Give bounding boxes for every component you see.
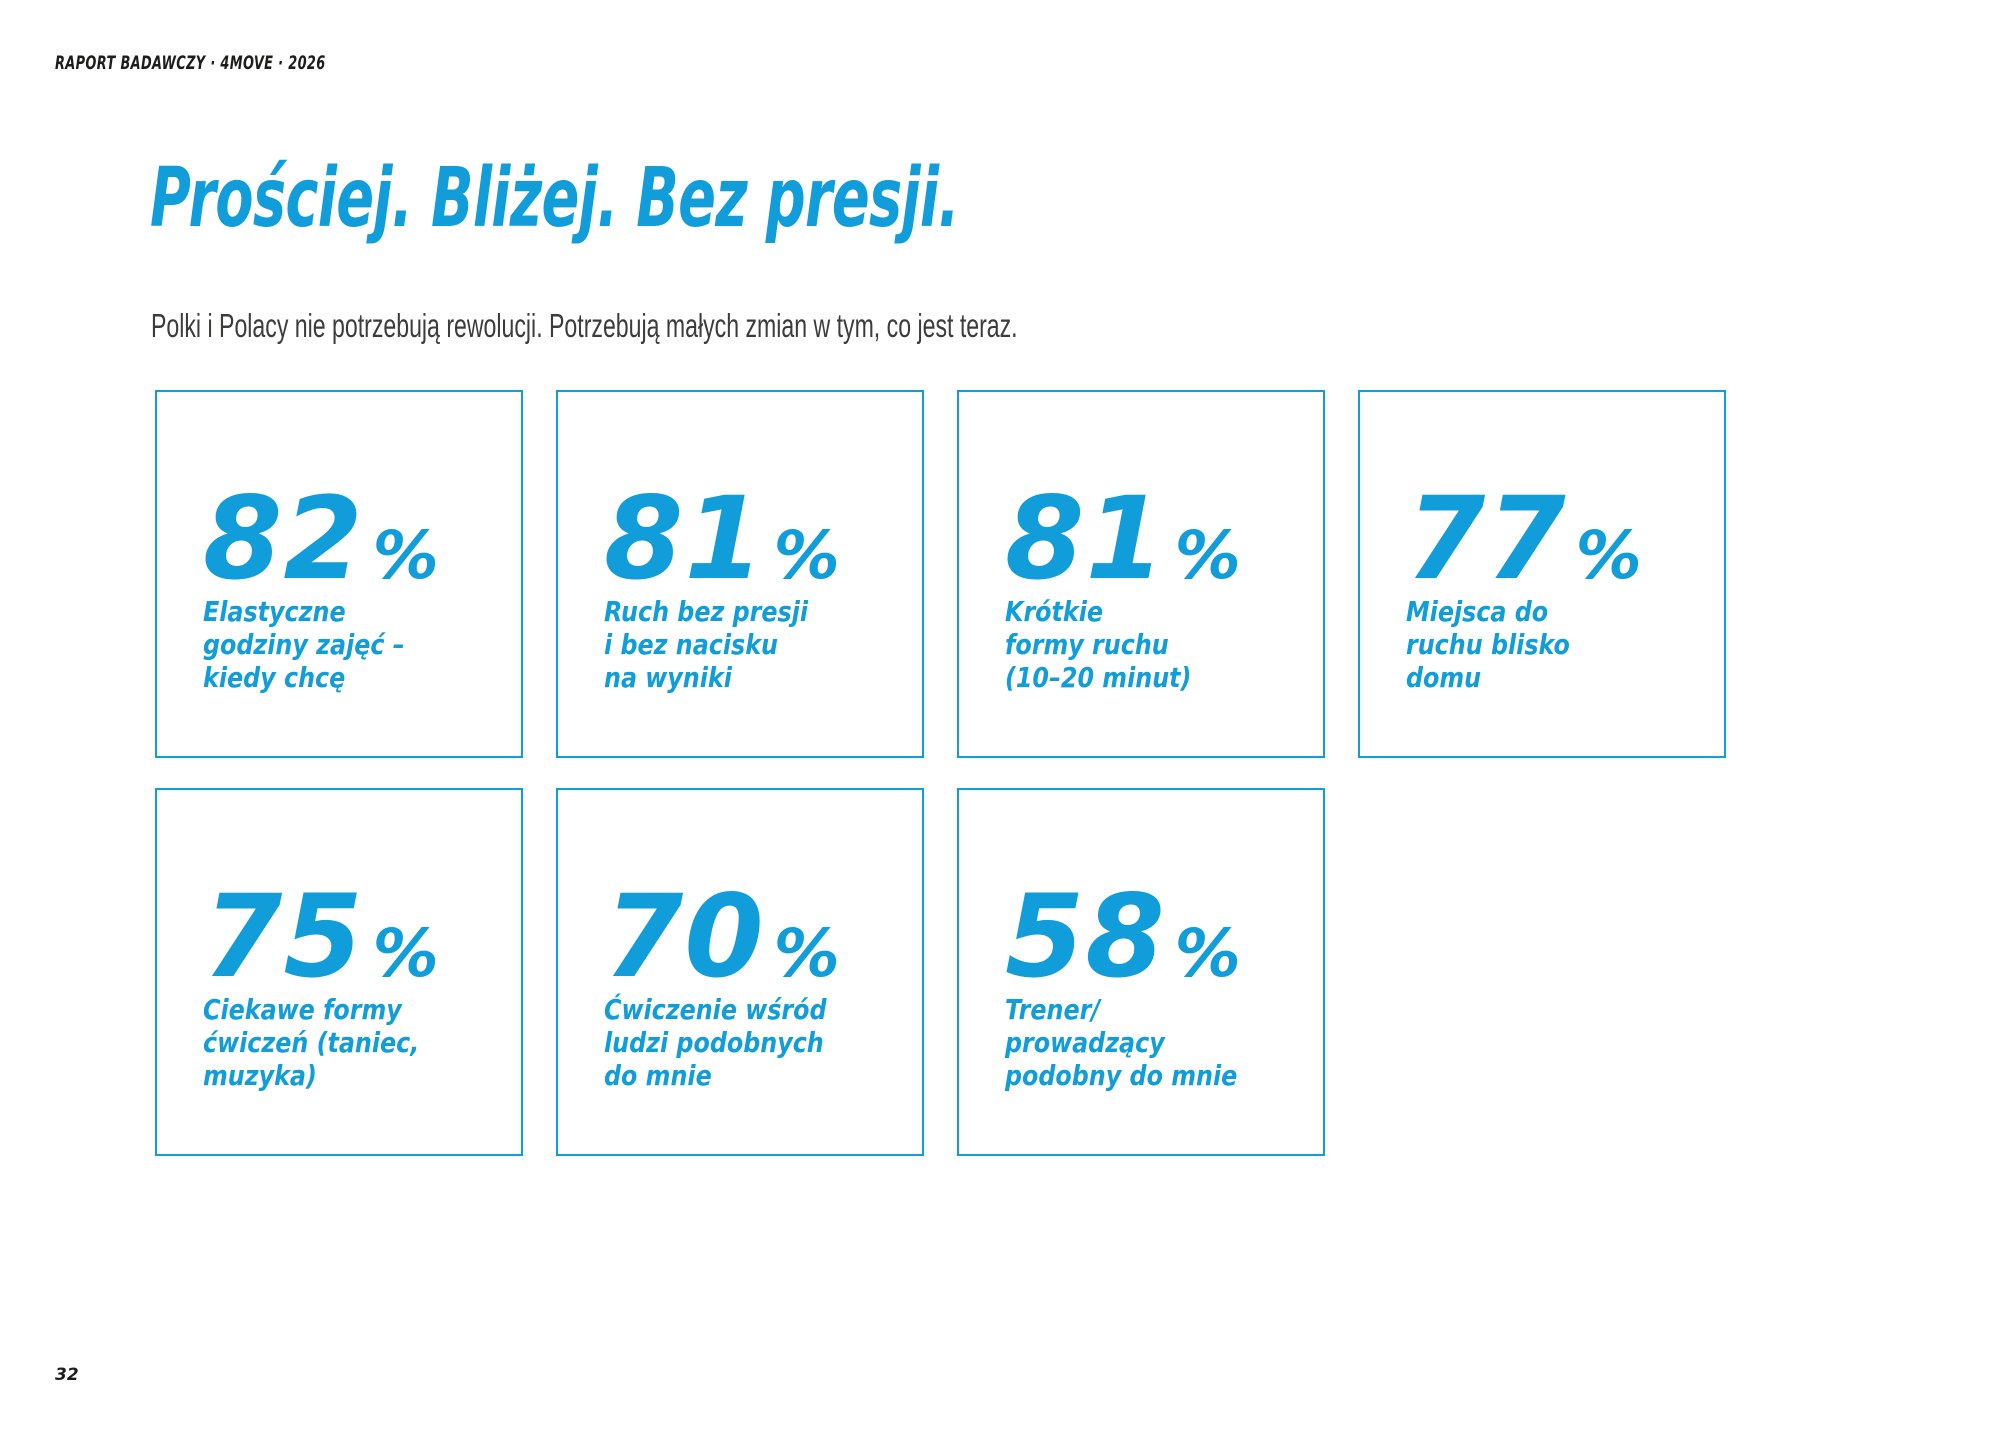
stat-unit: % [1174,517,1241,594]
stat-value: 82 [203,472,364,605]
stat-value-row: 81 % [1005,482,1241,596]
stat-value-row: 81 % [604,482,840,596]
stat-value: 77 [1406,472,1567,605]
stat-label: Krótkie formy ruchu (10–20 minut) [1005,595,1192,695]
stat-card: 70 % Ćwiczenie wśród ludzi podobnych do … [556,788,924,1156]
stat-card: 81 % Krótkie formy ruchu (10–20 minut) [957,390,1325,758]
stat-card: 75 % Ciekawe formy ćwiczeń (taniec, muzy… [155,788,523,1156]
stat-unit: % [773,517,840,594]
page-subtitle: Polki i Polacy nie potrzebują rewolucji.… [151,307,1018,344]
stat-value-row: 77 % [1406,482,1642,596]
stat-value: 81 [604,472,765,605]
stat-value: 58 [1005,870,1166,1003]
stat-value: 70 [604,870,765,1003]
stat-unit: % [773,915,840,992]
stat-unit: % [1575,517,1642,594]
stat-label: Ciekawe formy ćwiczeń (taniec, muzyka) [203,993,420,1093]
stat-unit: % [372,915,439,992]
page-number: 32 [55,1365,79,1385]
stat-label: Ruch bez presji i bez nacisku na wyniki [604,595,809,695]
stat-value-row: 75 % [203,880,439,994]
stat-label: Miejsca do ruchu blisko domu [1406,595,1570,695]
report-kicker: RAPORT BADAWCZY · 4MOVE · 2026 [55,52,326,74]
stat-value-row: 82 % [203,482,439,596]
stat-unit: % [1174,915,1241,992]
stat-unit: % [372,517,439,594]
stat-value-row: 58 % [1005,880,1241,994]
stat-label: Trener/ prowadzący podobny do mnie [1005,993,1238,1093]
stat-card: 77 % Miejsca do ruchu blisko domu [1358,390,1726,758]
stat-label: Ćwiczenie wśród ludzi podobnych do mnie [604,993,827,1093]
page-title: Prościej. Bliżej. Bez presji. [150,151,960,246]
stat-value: 75 [203,870,364,1003]
stat-value-row: 70 % [604,880,840,994]
stat-card: 81 % Ruch bez presji i bez nacisku na wy… [556,390,924,758]
stat-value: 81 [1005,472,1166,605]
stat-label: Elastyczne godziny zajęć – kiedy chcę [203,595,405,695]
stat-card: 82 % Elastyczne godziny zajęć – kiedy ch… [155,390,523,758]
stats-grid: 82 % Elastyczne godziny zajęć – kiedy ch… [155,390,1726,1156]
stat-card: 58 % Trener/ prowadzący podobny do mnie [957,788,1325,1156]
